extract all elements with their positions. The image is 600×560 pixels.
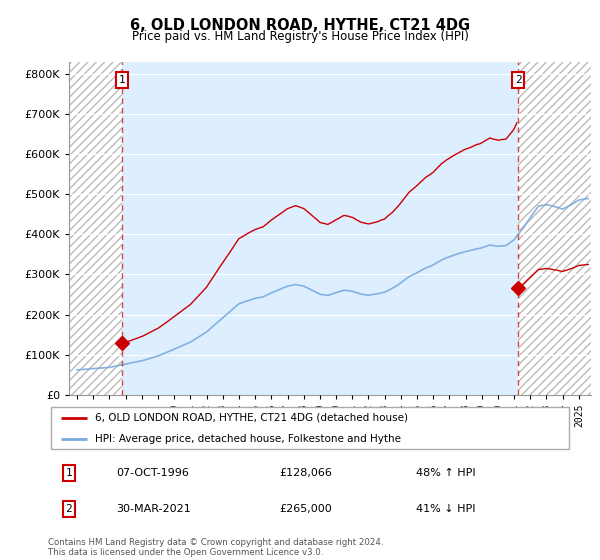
Text: 2: 2 — [65, 504, 73, 514]
Text: 6, OLD LONDON ROAD, HYTHE, CT21 4DG: 6, OLD LONDON ROAD, HYTHE, CT21 4DG — [130, 18, 470, 33]
Text: 41% ↓ HPI: 41% ↓ HPI — [415, 504, 475, 514]
FancyBboxPatch shape — [50, 407, 569, 449]
Text: 48% ↑ HPI: 48% ↑ HPI — [415, 468, 475, 478]
Text: Contains HM Land Registry data © Crown copyright and database right 2024.
This d: Contains HM Land Registry data © Crown c… — [48, 538, 383, 557]
Text: 30-MAR-2021: 30-MAR-2021 — [116, 504, 191, 514]
Text: 6, OLD LONDON ROAD, HYTHE, CT21 4DG (detached house): 6, OLD LONDON ROAD, HYTHE, CT21 4DG (det… — [95, 413, 408, 423]
Text: HPI: Average price, detached house, Folkestone and Hythe: HPI: Average price, detached house, Folk… — [95, 435, 401, 444]
Text: 2: 2 — [515, 75, 521, 85]
Text: 1: 1 — [65, 468, 73, 478]
Text: £128,066: £128,066 — [279, 468, 332, 478]
Text: £265,000: £265,000 — [279, 504, 332, 514]
Text: 1: 1 — [119, 75, 125, 85]
Text: Price paid vs. HM Land Registry's House Price Index (HPI): Price paid vs. HM Land Registry's House … — [131, 30, 469, 43]
Text: 07-OCT-1996: 07-OCT-1996 — [116, 468, 189, 478]
